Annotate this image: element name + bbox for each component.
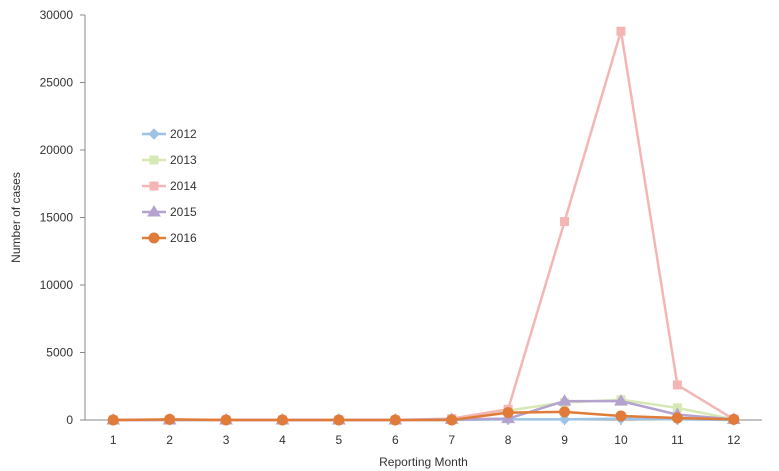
legend-marker — [149, 181, 159, 191]
y-tick-label: 5000 — [46, 346, 73, 360]
data-point-2016 — [446, 414, 458, 426]
x-tick-label: 1 — [110, 433, 117, 447]
legend-item-2013: 2013 — [142, 153, 197, 167]
legend-marker — [148, 128, 160, 140]
legend-marker — [149, 155, 159, 165]
data-point-2016 — [276, 414, 288, 426]
y-tick-label: 25000 — [40, 76, 74, 90]
data-point-2015 — [614, 394, 628, 406]
legend-item-2016: 2016 — [142, 231, 197, 245]
y-tick-label: 0 — [66, 413, 73, 427]
data-point-2015 — [557, 394, 572, 406]
series-layer — [106, 26, 741, 426]
y-tick-label: 20000 — [40, 143, 74, 157]
series-2014 — [108, 26, 739, 425]
series-line-2014 — [113, 29, 735, 422]
x-tick-label: 4 — [279, 433, 286, 447]
data-point-2016 — [615, 410, 627, 422]
data-point-2016 — [728, 413, 740, 425]
x-tick-label: 2 — [166, 433, 173, 447]
x-axis-title: Reporting Month — [379, 455, 468, 469]
legend-label: 2016 — [170, 231, 197, 245]
data-point-2016 — [559, 406, 571, 418]
legend-label: 2012 — [170, 127, 197, 141]
series-2016 — [107, 406, 740, 426]
legend-label: 2014 — [170, 179, 197, 193]
series-line-2016 — [113, 410, 734, 422]
y-axis-title: Number of cases — [9, 172, 23, 263]
data-point-2016 — [502, 407, 514, 419]
x-axis-ticks: 1 2 3 4 5 6 7 8 9 10 11 12 — [110, 420, 741, 447]
y-axis-ticks: 0 5000 10000 15000 20000 25000 30000 — [40, 8, 85, 427]
x-tick-label: 12 — [727, 433, 741, 447]
x-tick-label: 7 — [448, 433, 455, 447]
legend-item-2015: 2015 — [142, 205, 197, 219]
data-point-2014 — [560, 217, 570, 227]
data-point-2016 — [164, 413, 176, 425]
legend: 2012 2013 2014 2015 2016 — [142, 127, 197, 245]
data-point-2014 — [616, 26, 626, 36]
legend-item-2014: 2014 — [142, 179, 197, 193]
x-tick-label: 10 — [614, 433, 628, 447]
legend-label: 2015 — [170, 205, 197, 219]
legend-marker — [147, 205, 161, 217]
x-tick-label: 6 — [392, 433, 399, 447]
x-tick-label: 8 — [505, 433, 512, 447]
x-tick-label: 5 — [336, 433, 343, 447]
y-tick-label: 30000 — [40, 8, 74, 22]
x-tick-label: 11 — [671, 433, 684, 447]
data-point-2012 — [558, 413, 571, 426]
data-point-2016 — [671, 412, 683, 424]
legend-item-2012: 2012 — [142, 127, 197, 141]
legend-label: 2013 — [170, 153, 197, 167]
x-tick-label: 9 — [561, 433, 568, 447]
data-point-2016 — [107, 414, 119, 426]
data-point-2014 — [672, 380, 682, 390]
y-tick-label: 10000 — [40, 278, 74, 292]
legend-marker — [148, 232, 160, 244]
x-tick-label: 3 — [223, 433, 230, 447]
y-tick-label: 15000 — [40, 211, 74, 225]
data-point-2016 — [333, 414, 345, 426]
data-point-2016 — [389, 414, 401, 426]
data-point-2016 — [220, 414, 232, 426]
